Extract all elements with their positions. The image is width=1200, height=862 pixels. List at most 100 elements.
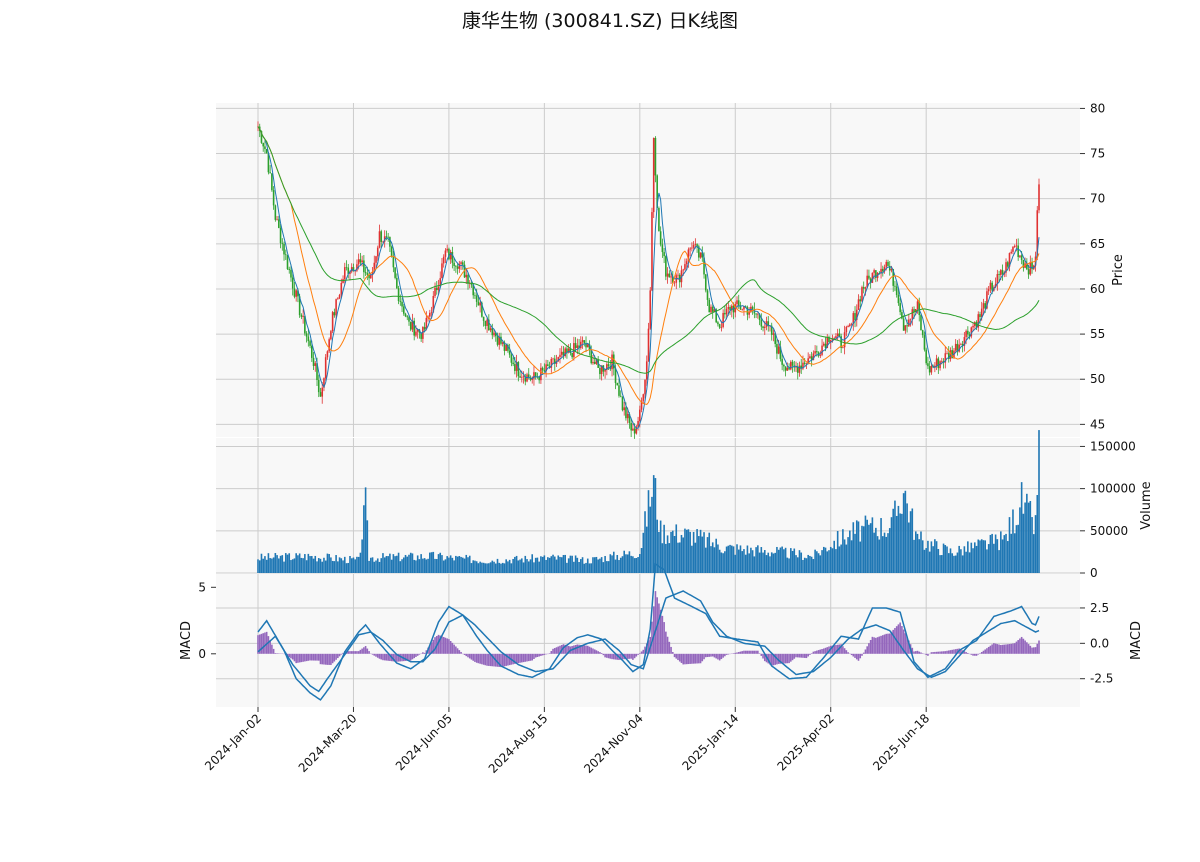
candle-body bbox=[415, 331, 417, 336]
macd-histogram-bar bbox=[418, 653, 421, 655]
volume-bar bbox=[387, 556, 389, 573]
candle-body bbox=[854, 313, 856, 320]
candle-body bbox=[396, 277, 398, 289]
candle-body bbox=[994, 283, 997, 288]
macd-histogram-bar bbox=[673, 653, 676, 658]
volume-bar bbox=[621, 556, 624, 573]
volume-bar bbox=[685, 529, 688, 573]
candle-body bbox=[593, 361, 596, 364]
volume-bar bbox=[633, 558, 636, 573]
macd-histogram-bar bbox=[486, 653, 488, 666]
volume-bar bbox=[288, 553, 291, 573]
candle-body bbox=[317, 380, 320, 393]
macd-right-tick-label: 2.5 bbox=[1090, 601, 1109, 615]
macd-histogram-bar bbox=[406, 653, 409, 661]
macd-histogram-bar bbox=[349, 651, 351, 654]
candle-body bbox=[659, 231, 662, 245]
candle-body bbox=[538, 376, 540, 381]
macd-histogram-bar bbox=[725, 653, 728, 655]
macd-histogram-bar bbox=[429, 645, 431, 654]
macd-histogram-bar bbox=[885, 633, 888, 654]
candle-body bbox=[791, 361, 794, 366]
volume-bar bbox=[283, 561, 285, 573]
macd-histogram-bar bbox=[493, 653, 495, 667]
candle-body bbox=[713, 309, 716, 312]
volume-bar bbox=[373, 561, 376, 573]
volume-bar bbox=[488, 563, 490, 573]
candle-body bbox=[456, 266, 459, 269]
candle-body bbox=[576, 345, 579, 348]
volume-bar bbox=[920, 531, 922, 573]
volume-bar bbox=[543, 555, 546, 573]
candle-body bbox=[828, 336, 830, 343]
volume-bar bbox=[573, 561, 575, 573]
candle-body bbox=[512, 362, 514, 365]
ma-5-line bbox=[257, 126, 1040, 429]
candle-body bbox=[527, 374, 530, 378]
volume-bar bbox=[892, 508, 895, 573]
macd-histogram-bar bbox=[557, 646, 560, 654]
candle-body bbox=[392, 256, 395, 268]
candle-body bbox=[519, 376, 521, 378]
candle-body bbox=[802, 362, 804, 369]
macd-histogram-bar bbox=[437, 634, 440, 654]
candle-body bbox=[855, 309, 858, 320]
candle-body bbox=[262, 142, 265, 147]
volume-bar bbox=[580, 559, 582, 573]
macd-histogram-bar bbox=[994, 643, 997, 654]
volume-bar bbox=[734, 554, 737, 573]
volume-bar bbox=[503, 563, 506, 573]
candle-body bbox=[847, 326, 849, 327]
volume-bar bbox=[435, 559, 438, 573]
volume-bar bbox=[553, 556, 556, 573]
candle-body bbox=[1008, 253, 1011, 267]
candle-body bbox=[941, 361, 943, 362]
volume-bar bbox=[678, 542, 681, 573]
macd-histogram-bar bbox=[371, 653, 374, 655]
macd-histogram-bar bbox=[781, 653, 783, 664]
volume-bar bbox=[614, 559, 617, 573]
macd-histogram-bar bbox=[449, 640, 452, 654]
candle-body bbox=[960, 343, 962, 345]
candle-body bbox=[763, 326, 766, 328]
volume-bar bbox=[793, 548, 796, 573]
macd-histogram-bar bbox=[321, 653, 324, 665]
candle-body bbox=[264, 146, 266, 149]
macd-histogram-bar bbox=[271, 644, 273, 654]
macd-histogram-bar bbox=[941, 651, 943, 654]
candle-body bbox=[649, 290, 652, 329]
candle-body bbox=[541, 367, 544, 371]
candle-body bbox=[989, 282, 992, 290]
volume-bar bbox=[783, 549, 785, 573]
candle-body bbox=[508, 350, 511, 355]
volume-bar bbox=[595, 556, 598, 573]
candle-body bbox=[309, 341, 311, 346]
macd-histogram-bar bbox=[416, 653, 419, 656]
volume-bar bbox=[368, 560, 370, 573]
volume-bar bbox=[923, 549, 926, 573]
volume-bar bbox=[260, 553, 263, 573]
candle-body bbox=[550, 358, 553, 368]
macd-histogram-bar bbox=[519, 653, 521, 663]
macd-histogram-bar bbox=[873, 637, 875, 654]
volume-bar bbox=[356, 556, 358, 573]
candle-body bbox=[323, 378, 325, 388]
volume-bar bbox=[389, 553, 391, 573]
candle-body bbox=[517, 361, 520, 377]
macd-histogram-bar bbox=[883, 634, 886, 654]
macd-histogram-bar bbox=[527, 653, 530, 662]
macd-histogram-bar bbox=[498, 653, 501, 667]
candle-body bbox=[349, 271, 351, 274]
macd-histogram-bar bbox=[899, 622, 901, 654]
macd-histogram-bar bbox=[526, 653, 528, 662]
macd-histogram-bar bbox=[817, 650, 820, 654]
macd-histogram-bar bbox=[467, 653, 469, 658]
candle-body bbox=[507, 345, 509, 351]
volume-bar bbox=[578, 562, 580, 573]
candle-body bbox=[592, 361, 594, 364]
volume-bar bbox=[701, 536, 704, 573]
macd-histogram-bar bbox=[305, 653, 308, 662]
candle-body bbox=[944, 353, 947, 363]
volume-bar bbox=[800, 552, 803, 573]
